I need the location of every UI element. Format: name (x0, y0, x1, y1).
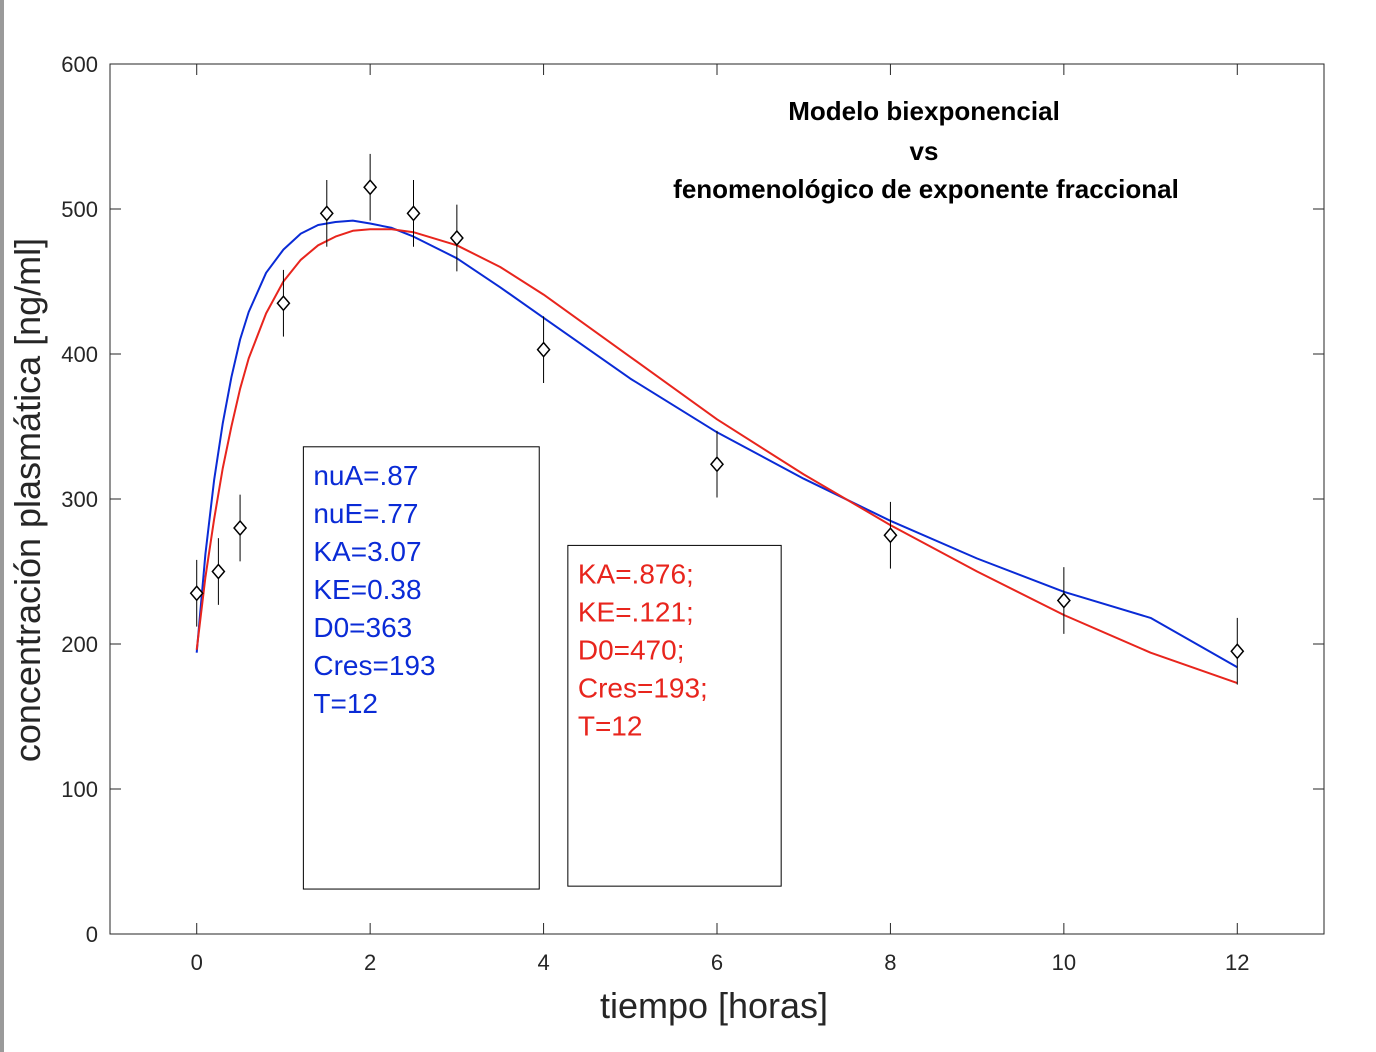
param-line: D0=363 (313, 612, 412, 643)
param-line: KE=0.38 (313, 574, 421, 605)
param-line: nuE=.77 (313, 498, 418, 529)
data-point (406, 205, 421, 222)
param-line: T=12 (313, 688, 378, 719)
fractional-curve (195, 228, 1238, 685)
data-point (233, 519, 248, 537)
y-tick-label: 400 (61, 342, 98, 367)
biexponential-params-box (302, 446, 540, 890)
y-tick-label: 500 (61, 197, 98, 222)
data-point (211, 563, 226, 580)
x-axis-label: tiempo [horas] (600, 985, 828, 1026)
y-tick-label: 300 (61, 487, 98, 512)
y-tick-label: 200 (61, 632, 98, 657)
y-axis-ticks: 0 100 200 300 400 500 600 (61, 52, 1324, 947)
data-point (536, 341, 551, 358)
data-point (276, 295, 291, 312)
data-point (189, 585, 204, 602)
data-point (449, 229, 464, 247)
param-line: Cres=193; (578, 672, 708, 703)
fractional-params-box (567, 544, 782, 887)
x-tick-label: 2 (364, 950, 376, 975)
data-point (883, 527, 898, 544)
x-axis-ticks: 0 2 4 6 8 10 12 (191, 64, 1250, 975)
chart-title-line-1: Modelo biexponencial (788, 96, 1060, 126)
x-tick-label: 12 (1225, 950, 1249, 975)
y-tick-label: 0 (86, 922, 98, 947)
param-line: D0=470; (578, 634, 685, 665)
x-tick-label: 8 (884, 950, 896, 975)
y-tick-label: 100 (61, 777, 98, 802)
data-point (319, 205, 334, 222)
parameter-boxes: nuA=.87 nuE=.77 KA=3.07 KE=0.38 D0=363 Cres=1… (302, 446, 782, 890)
biexponential-curve (195, 219, 1238, 669)
param-line: Cres=193 (313, 650, 435, 681)
param-line: nuA=.87 (313, 460, 418, 491)
y-tick-label: 600 (61, 52, 98, 77)
y-axis-label: concentración plasmática [ng/ml] (7, 238, 48, 762)
window-edge (0, 0, 4, 1052)
param-line: KA=3.07 (313, 536, 421, 567)
x-tick-label: 4 (537, 950, 549, 975)
x-tick-label: 10 (1052, 950, 1076, 975)
data-point (710, 456, 724, 473)
param-line: KE=.121; (578, 596, 694, 627)
param-line: T=12 (578, 710, 643, 741)
param-line: KA=.876; (578, 558, 694, 589)
measurement-markers (189, 153, 1245, 685)
data-point (363, 179, 378, 196)
data-point (1056, 592, 1071, 609)
x-tick-label: 6 (711, 950, 723, 975)
x-tick-label: 0 (191, 950, 203, 975)
model-curves (195, 219, 1238, 685)
data-point (1230, 643, 1245, 660)
chart-title-line-2: vs (910, 136, 939, 166)
chart-title: Modelo biexponencial vs fenomenológico d… (673, 96, 1179, 204)
chart-title-line-3: fenomenológico de exponente fraccional (673, 174, 1179, 204)
